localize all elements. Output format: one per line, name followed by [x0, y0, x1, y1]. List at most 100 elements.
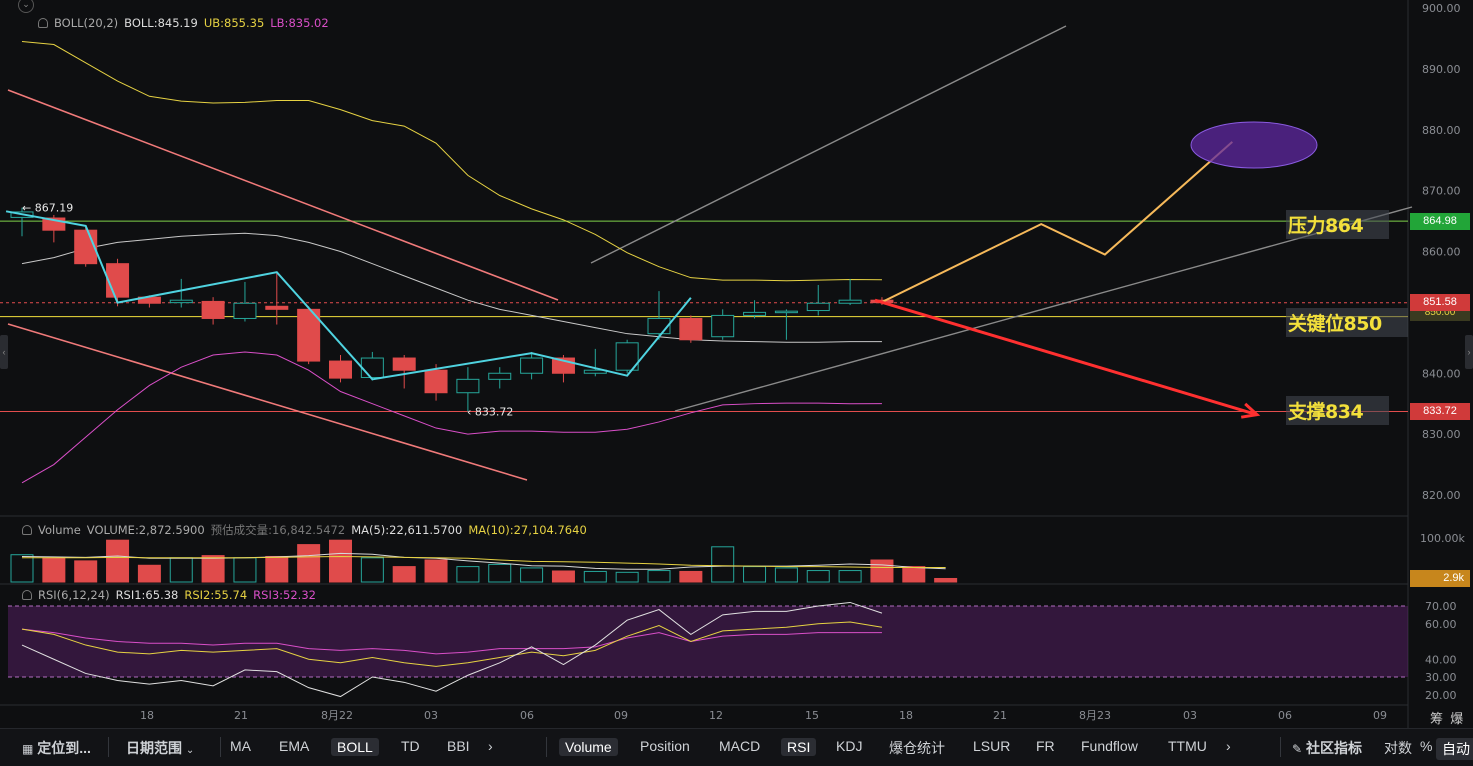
volume-bar — [10, 554, 34, 583]
indicator-boll[interactable]: BOLL — [331, 738, 379, 756]
edit-icon: ✎ — [1292, 742, 1303, 756]
collapse-icon[interactable]: ⌄ — [18, 0, 34, 13]
volume-bar — [265, 555, 289, 583]
volume-bar — [838, 570, 862, 583]
volume-bar — [42, 557, 66, 583]
chevron-right-icon[interactable]: › — [488, 738, 493, 754]
volume-bar — [679, 570, 703, 583]
price-tick-label: 830.00 — [1422, 428, 1461, 441]
candle-body — [329, 360, 352, 379]
candle-body — [838, 299, 862, 304]
rsi2-value: RSI2:55.74 — [184, 588, 248, 602]
sub-macd[interactable]: MACD — [719, 738, 761, 754]
boll-lower-band — [21, 351, 882, 484]
time-tick-label: 03 — [424, 709, 438, 722]
boll-period: BOLL(20,2) — [54, 16, 119, 30]
chevron-down-icon: ⌄ — [185, 745, 195, 756]
bottom-toolbar: ▦ 定位到... 日期范围 ⌄ MA EMA BOLL TD BBI › Vol… — [0, 728, 1473, 766]
downtrend-lower-line — [7, 323, 528, 481]
rsi3-line — [21, 628, 882, 655]
candle-body — [169, 299, 193, 304]
auto-scale-toggle[interactable]: 自动 — [1436, 738, 1473, 760]
sub-rsi[interactable]: RSI — [781, 738, 817, 756]
target-ellipse — [1190, 121, 1318, 169]
volume-bar — [360, 557, 384, 583]
channel-lower-line — [674, 206, 1413, 412]
right-labels: 筹 爆 — [1430, 708, 1463, 727]
rsi3-value: RSI3:52.32 — [253, 588, 316, 602]
right-panel-handle[interactable]: › — [1465, 335, 1473, 369]
boll-legend: BOLL(20,2) BOLL:845.19 UB:855.35 LB:835.02 — [38, 16, 335, 30]
time-tick-label: 18 — [140, 709, 154, 722]
sub-volume[interactable]: Volume — [559, 738, 618, 756]
bell-icon[interactable] — [38, 18, 48, 28]
time-tick-label: 21 — [234, 709, 248, 722]
percent-toggle[interactable]: % — [1420, 738, 1433, 754]
community-indicators-button[interactable]: ✎ 社区指标 — [1292, 740, 1362, 756]
price-tag-last: 851.58 — [1410, 294, 1470, 311]
candle-body — [774, 310, 798, 314]
volume-bar — [137, 564, 161, 583]
candle-body — [806, 302, 830, 312]
volume-bar — [106, 539, 130, 583]
candle-body — [743, 311, 767, 316]
sub-fundflow[interactable]: Fundflow — [1081, 738, 1138, 754]
sub-liquidation[interactable]: 爆仓统计 — [889, 740, 945, 756]
volume-bar — [902, 566, 926, 583]
time-tick-label: 18 — [899, 709, 913, 722]
candle-body — [201, 300, 225, 319]
price-chart[interactable]: 900.00890.00880.00870.00860.00850.00840.… — [0, 0, 1473, 728]
price-tick-label: 840.00 — [1422, 367, 1461, 380]
left-panel-handle[interactable]: ‹ — [0, 335, 8, 369]
key-level-label: 关键位850 — [1286, 308, 1408, 337]
bell-icon[interactable] — [22, 590, 32, 600]
sub-kdj[interactable]: KDJ — [836, 738, 863, 754]
volume-bar — [774, 567, 798, 583]
volume-bar — [201, 555, 225, 583]
bullish-projection — [881, 141, 1233, 303]
indicator-bbi[interactable]: BBI — [447, 738, 470, 754]
indicator-ema[interactable]: EMA — [279, 738, 310, 754]
time-tick-label: 06 — [1278, 709, 1292, 722]
volume-tick-label: 100.00k — [1420, 532, 1465, 545]
volume-bar — [870, 559, 894, 583]
time-tick-label: 09 — [1373, 709, 1387, 722]
time-tick-label: 8月23 — [1079, 709, 1111, 722]
indicator-td[interactable]: TD — [401, 738, 420, 754]
log-scale-toggle[interactable]: 对数 — [1384, 740, 1412, 756]
rsi-tick-label: 30.00 — [1425, 671, 1457, 684]
volume-bar — [743, 566, 767, 583]
rsi-tick-label: 60.00 — [1425, 618, 1457, 631]
price-tick-label: 870.00 — [1422, 185, 1461, 198]
volume-bar — [711, 546, 735, 583]
liq-label[interactable]: 爆 — [1450, 711, 1464, 726]
sub-lsur[interactable]: LSUR — [973, 738, 1011, 754]
volume-bar — [647, 570, 671, 583]
indicator-ma[interactable]: MA — [230, 738, 251, 754]
volume-forecast: 预估成交量:16,842.5472 — [210, 523, 346, 537]
volume-bar — [551, 570, 575, 583]
boll-mid-label: BOLL:845.19 — [124, 16, 198, 30]
chip-label[interactable]: 筹 — [1430, 711, 1444, 726]
time-tick-label: 09 — [614, 709, 628, 722]
price-tag-834: 833.72 — [1410, 403, 1470, 420]
bell-icon[interactable] — [22, 525, 32, 535]
candle-body — [615, 342, 639, 371]
high-price-label: ← 867.19 — [22, 202, 73, 215]
chevron-right-icon[interactable]: › — [1226, 738, 1231, 754]
divider — [108, 737, 109, 757]
price-tag-864: 864.98 — [1410, 213, 1470, 230]
boll-ub-label: UB:855.35 — [203, 16, 265, 30]
date-range-button[interactable]: 日期范围 ⌄ — [126, 740, 195, 756]
candle-body — [265, 305, 289, 310]
volume-bar — [74, 560, 98, 583]
volume-bar — [169, 557, 193, 583]
price-tick-label: 820.00 — [1422, 489, 1461, 502]
sub-position[interactable]: Position — [640, 738, 690, 754]
rsi-tick-label: 40.00 — [1425, 653, 1457, 666]
sub-fr[interactable]: FR — [1036, 738, 1055, 754]
sub-ttmu[interactable]: TTMU — [1168, 738, 1207, 754]
locate-button[interactable]: ▦ 定位到... — [22, 740, 91, 756]
rsi1-value: RSI1:65.38 — [115, 588, 179, 602]
candle-body — [424, 369, 448, 394]
